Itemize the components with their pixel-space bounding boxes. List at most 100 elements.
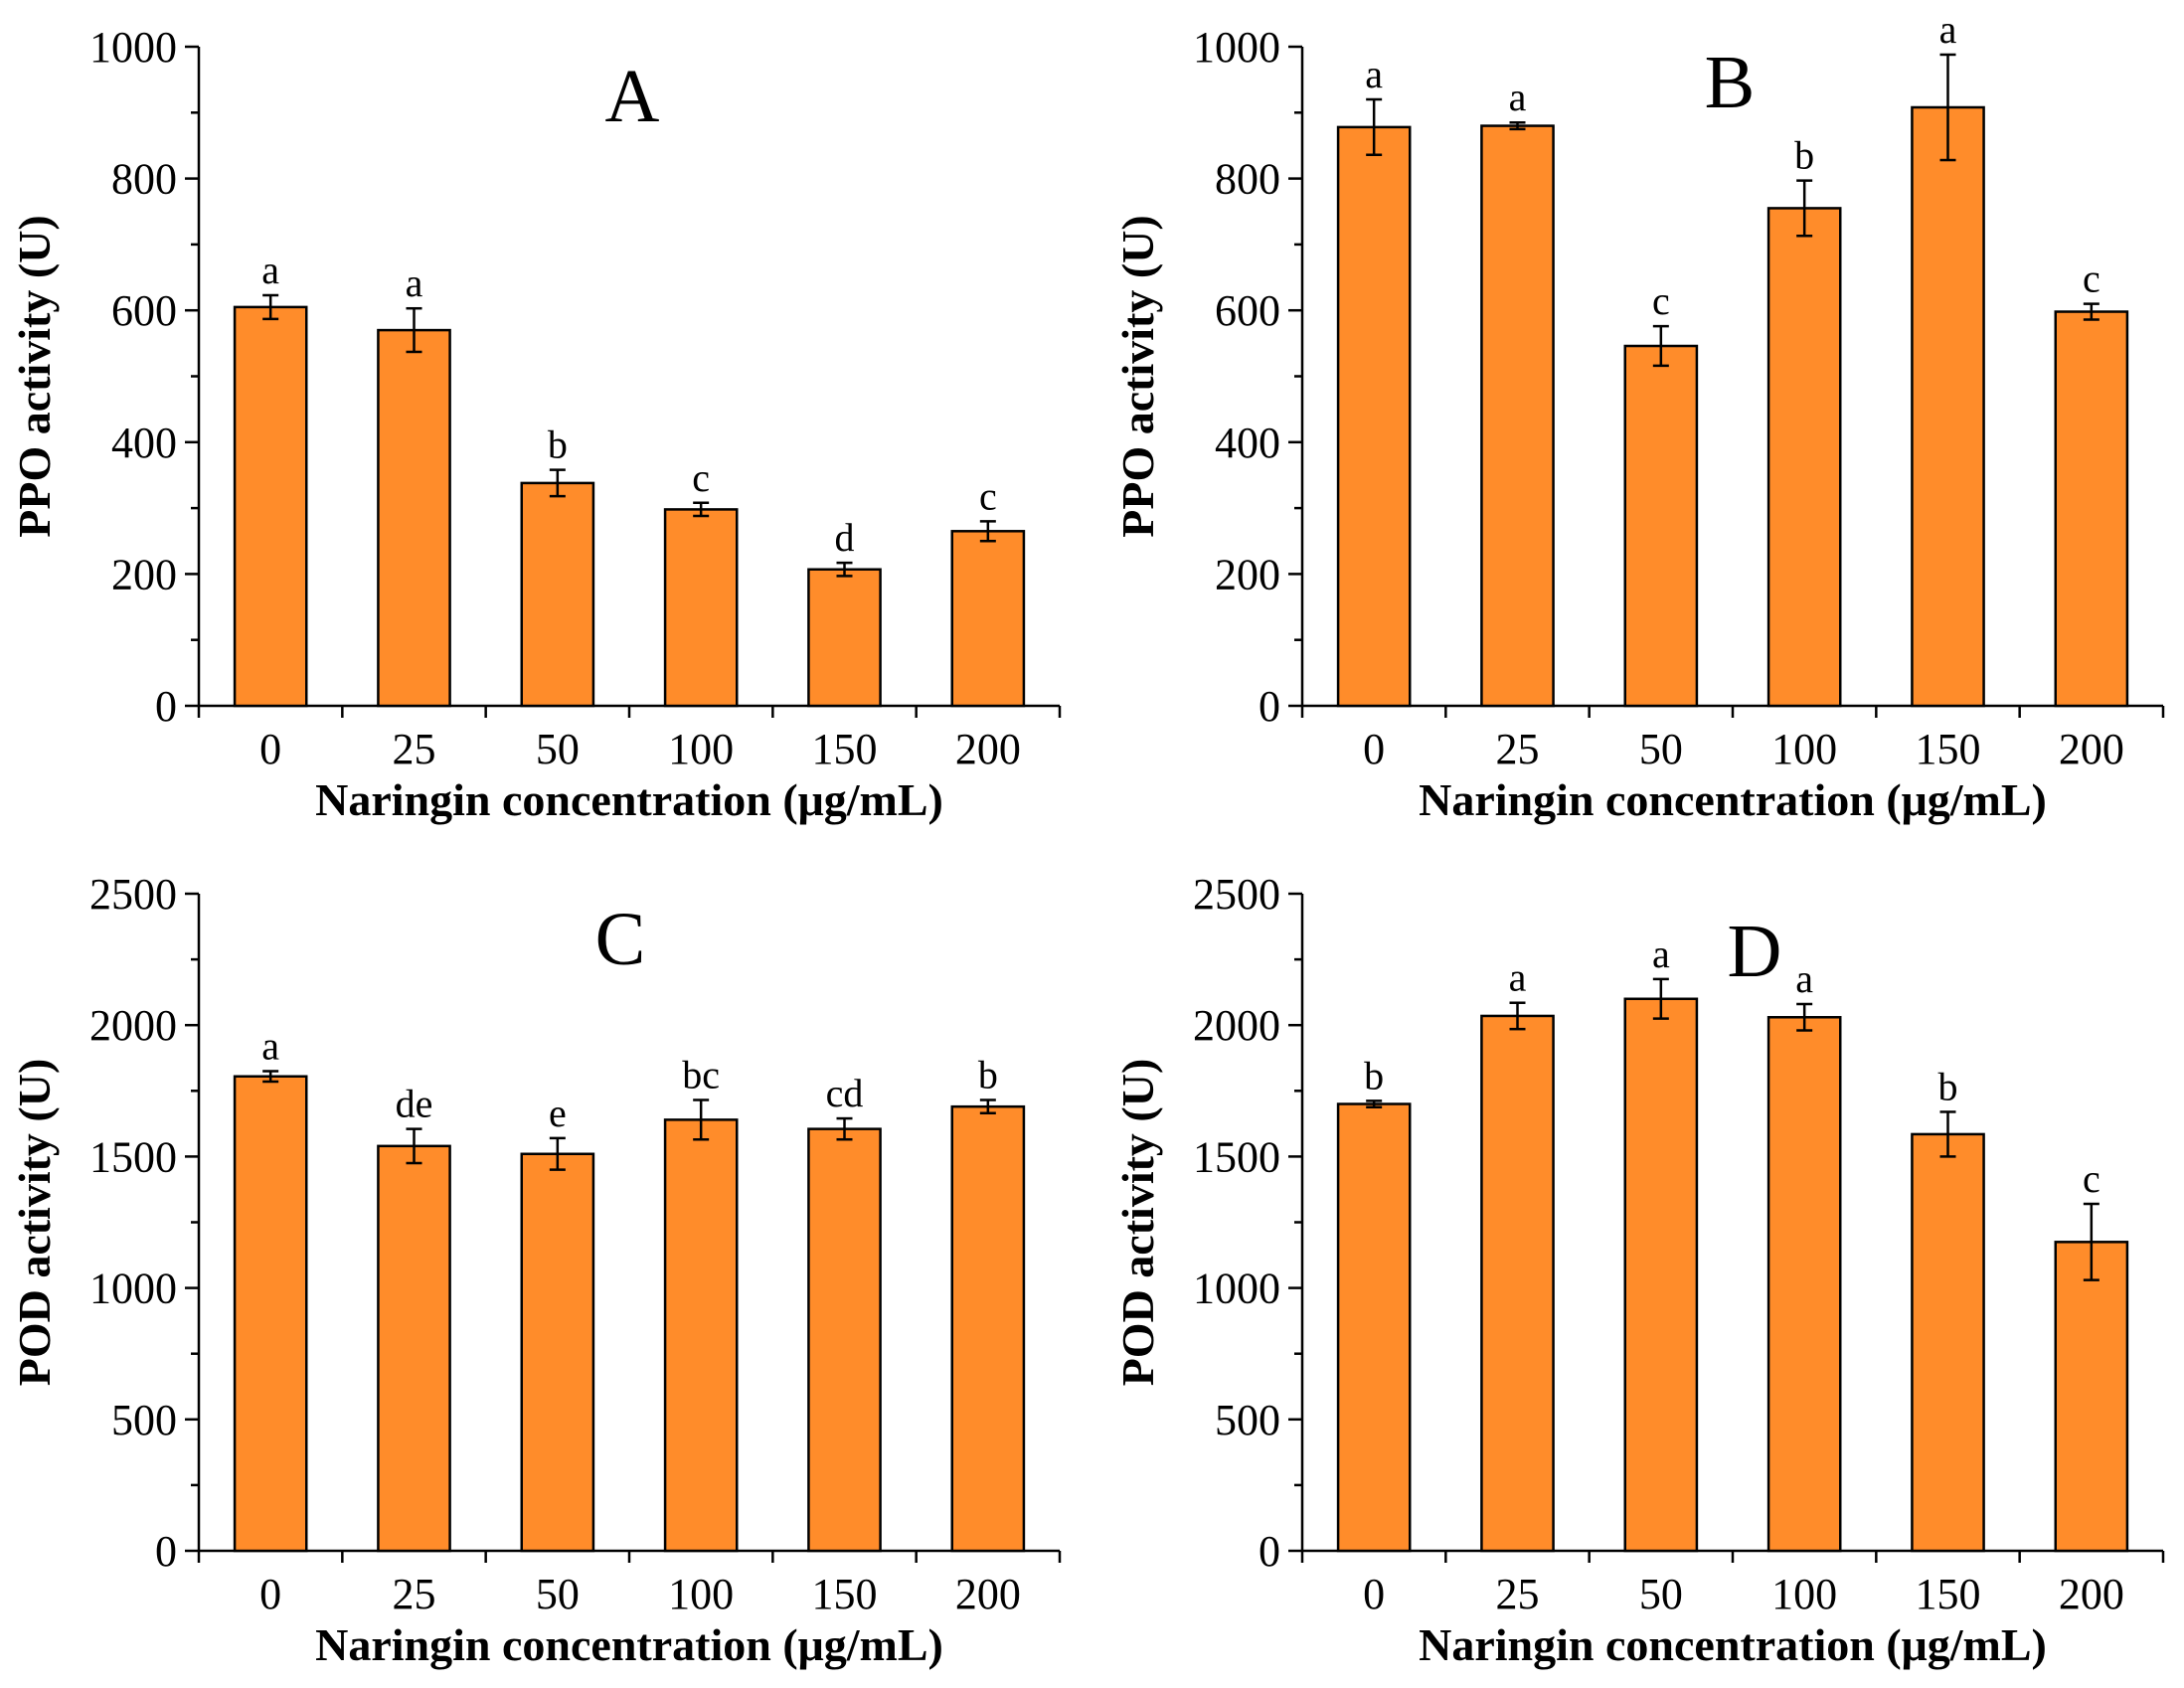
significance-label: d bbox=[835, 515, 855, 560]
y-tick-label: 800 bbox=[111, 155, 177, 204]
bar bbox=[1480, 124, 1555, 708]
error-bar bbox=[979, 520, 996, 543]
x-tick-label: 0 bbox=[259, 1570, 281, 1618]
error-bar bbox=[2083, 302, 2100, 321]
significance-label: de bbox=[396, 1082, 433, 1126]
x-tick-label: 150 bbox=[1916, 725, 1981, 773]
chart-panel-c: 0 500 1000 1500 2000 2500 a 0 de 25 e 50 bc 100 cd 150 b… bbox=[9, 870, 1062, 1670]
significance-label: a bbox=[1795, 956, 1813, 1001]
bar bbox=[520, 481, 595, 708]
y-axis-title: PPO activity (U) bbox=[9, 215, 60, 537]
y-tick-label: 2000 bbox=[89, 1001, 177, 1050]
x-tick-label: 200 bbox=[2059, 725, 2124, 773]
x-axis-title: Naringin concentration (μg/mL) bbox=[1419, 774, 2047, 825]
bar bbox=[950, 530, 1026, 708]
y-tick-label: 0 bbox=[1259, 1527, 1280, 1576]
x-tick-label: 200 bbox=[955, 725, 1021, 773]
significance-label: a bbox=[1509, 955, 1527, 1000]
x-tick-label: 25 bbox=[393, 725, 436, 773]
y-tick-label: 600 bbox=[111, 286, 177, 335]
error-bar bbox=[1796, 179, 1813, 238]
significance-label: a bbox=[406, 260, 423, 305]
bar bbox=[1911, 1132, 1985, 1553]
bar bbox=[1336, 1102, 1412, 1553]
x-tick-label: 50 bbox=[1639, 1570, 1683, 1618]
y-tick-label: 600 bbox=[1215, 286, 1280, 335]
x-tick-label: 0 bbox=[259, 725, 281, 773]
bar bbox=[233, 1075, 308, 1553]
x-tick-label: 200 bbox=[2059, 1570, 2124, 1618]
y-tick-label: 0 bbox=[1259, 682, 1280, 731]
x-tick-label: 100 bbox=[668, 725, 734, 773]
x-tick-label: 50 bbox=[536, 725, 580, 773]
significance-label: b bbox=[978, 1053, 998, 1097]
bar bbox=[2054, 1241, 2129, 1553]
x-tick-label: 25 bbox=[1496, 1570, 1540, 1618]
error-bar bbox=[693, 1098, 710, 1141]
x-axis-title: Naringin concentration (μg/mL) bbox=[315, 774, 943, 825]
x-tick-label: 150 bbox=[812, 1570, 878, 1618]
significance-label: a bbox=[1939, 7, 1957, 52]
error-bar bbox=[1652, 977, 1669, 1020]
significance-label: b bbox=[1794, 133, 1814, 178]
x-tick-label: 100 bbox=[668, 1570, 734, 1618]
error-bar bbox=[836, 561, 853, 578]
significance-label: a bbox=[1652, 931, 1670, 976]
x-tick-label: 0 bbox=[1363, 1570, 1385, 1618]
significance-label: a bbox=[261, 1023, 279, 1068]
y-tick-label: 400 bbox=[111, 419, 177, 467]
significance-label: c bbox=[692, 455, 710, 500]
error-bar bbox=[262, 293, 279, 321]
bar bbox=[950, 1104, 1026, 1553]
x-tick-label: 150 bbox=[1916, 1570, 1981, 1618]
y-tick-label: 1000 bbox=[89, 1265, 177, 1313]
y-tick-label: 2000 bbox=[1193, 1001, 1280, 1050]
bar bbox=[1336, 125, 1412, 708]
x-tick-label: 100 bbox=[1771, 725, 1837, 773]
error-bar bbox=[262, 1070, 279, 1084]
error-bar bbox=[979, 1098, 996, 1115]
y-tick-label: 500 bbox=[111, 1396, 177, 1444]
significance-label: a bbox=[1509, 75, 1527, 119]
y-tick-label: 200 bbox=[1215, 550, 1280, 598]
bar bbox=[377, 1144, 451, 1553]
panel-label: A bbox=[605, 55, 660, 138]
chart-panel-a: 02004006008001000a0a25b50c100d150c200Nar… bbox=[9, 23, 1062, 825]
bar bbox=[1766, 207, 1842, 708]
bar bbox=[807, 568, 882, 708]
y-tick-label: 1000 bbox=[89, 23, 177, 72]
error-bar bbox=[406, 1127, 422, 1165]
y-tick-label: 500 bbox=[1215, 1396, 1280, 1444]
bar bbox=[807, 1127, 882, 1553]
error-bar bbox=[2083, 1202, 2100, 1281]
x-tick-label: 25 bbox=[393, 1570, 436, 1618]
bar bbox=[2054, 310, 2129, 708]
y-tick-label: 1500 bbox=[89, 1132, 177, 1181]
bar bbox=[377, 328, 451, 708]
y-tick-label: 0 bbox=[155, 1527, 177, 1576]
error-bar bbox=[549, 468, 566, 498]
y-tick-label: 800 bbox=[1215, 155, 1280, 204]
y-tick-label: 2500 bbox=[89, 870, 177, 919]
y-axis-title: POD activity (U) bbox=[9, 1059, 60, 1387]
x-tick-label: 150 bbox=[812, 725, 878, 773]
error-bar bbox=[1652, 324, 1669, 368]
significance-label: c bbox=[2083, 256, 2100, 301]
chart-panel-d: 0 500 1000 1500 2000 2500 b 0 a 25 a 50 a 100 b 150 c 200… bbox=[1112, 870, 2165, 1670]
x-tick-label: 100 bbox=[1771, 1570, 1837, 1618]
x-axis-title: Naringin concentration (μg/mL) bbox=[1419, 1619, 2047, 1670]
significance-label: cd bbox=[826, 1071, 864, 1115]
significance-label: a bbox=[1365, 52, 1383, 96]
y-tick-label: 1000 bbox=[1193, 23, 1280, 72]
y-tick-label: 400 bbox=[1215, 419, 1280, 467]
y-tick-label: 2500 bbox=[1193, 870, 1280, 919]
panel-label: D bbox=[1728, 910, 1782, 993]
bar bbox=[233, 305, 308, 708]
error-bar bbox=[406, 306, 422, 354]
significance-label: b bbox=[548, 422, 568, 467]
x-tick-label: 50 bbox=[1639, 725, 1683, 773]
y-tick-label: 0 bbox=[155, 682, 177, 731]
bar bbox=[1911, 105, 1985, 708]
x-tick-label: 0 bbox=[1363, 725, 1385, 773]
